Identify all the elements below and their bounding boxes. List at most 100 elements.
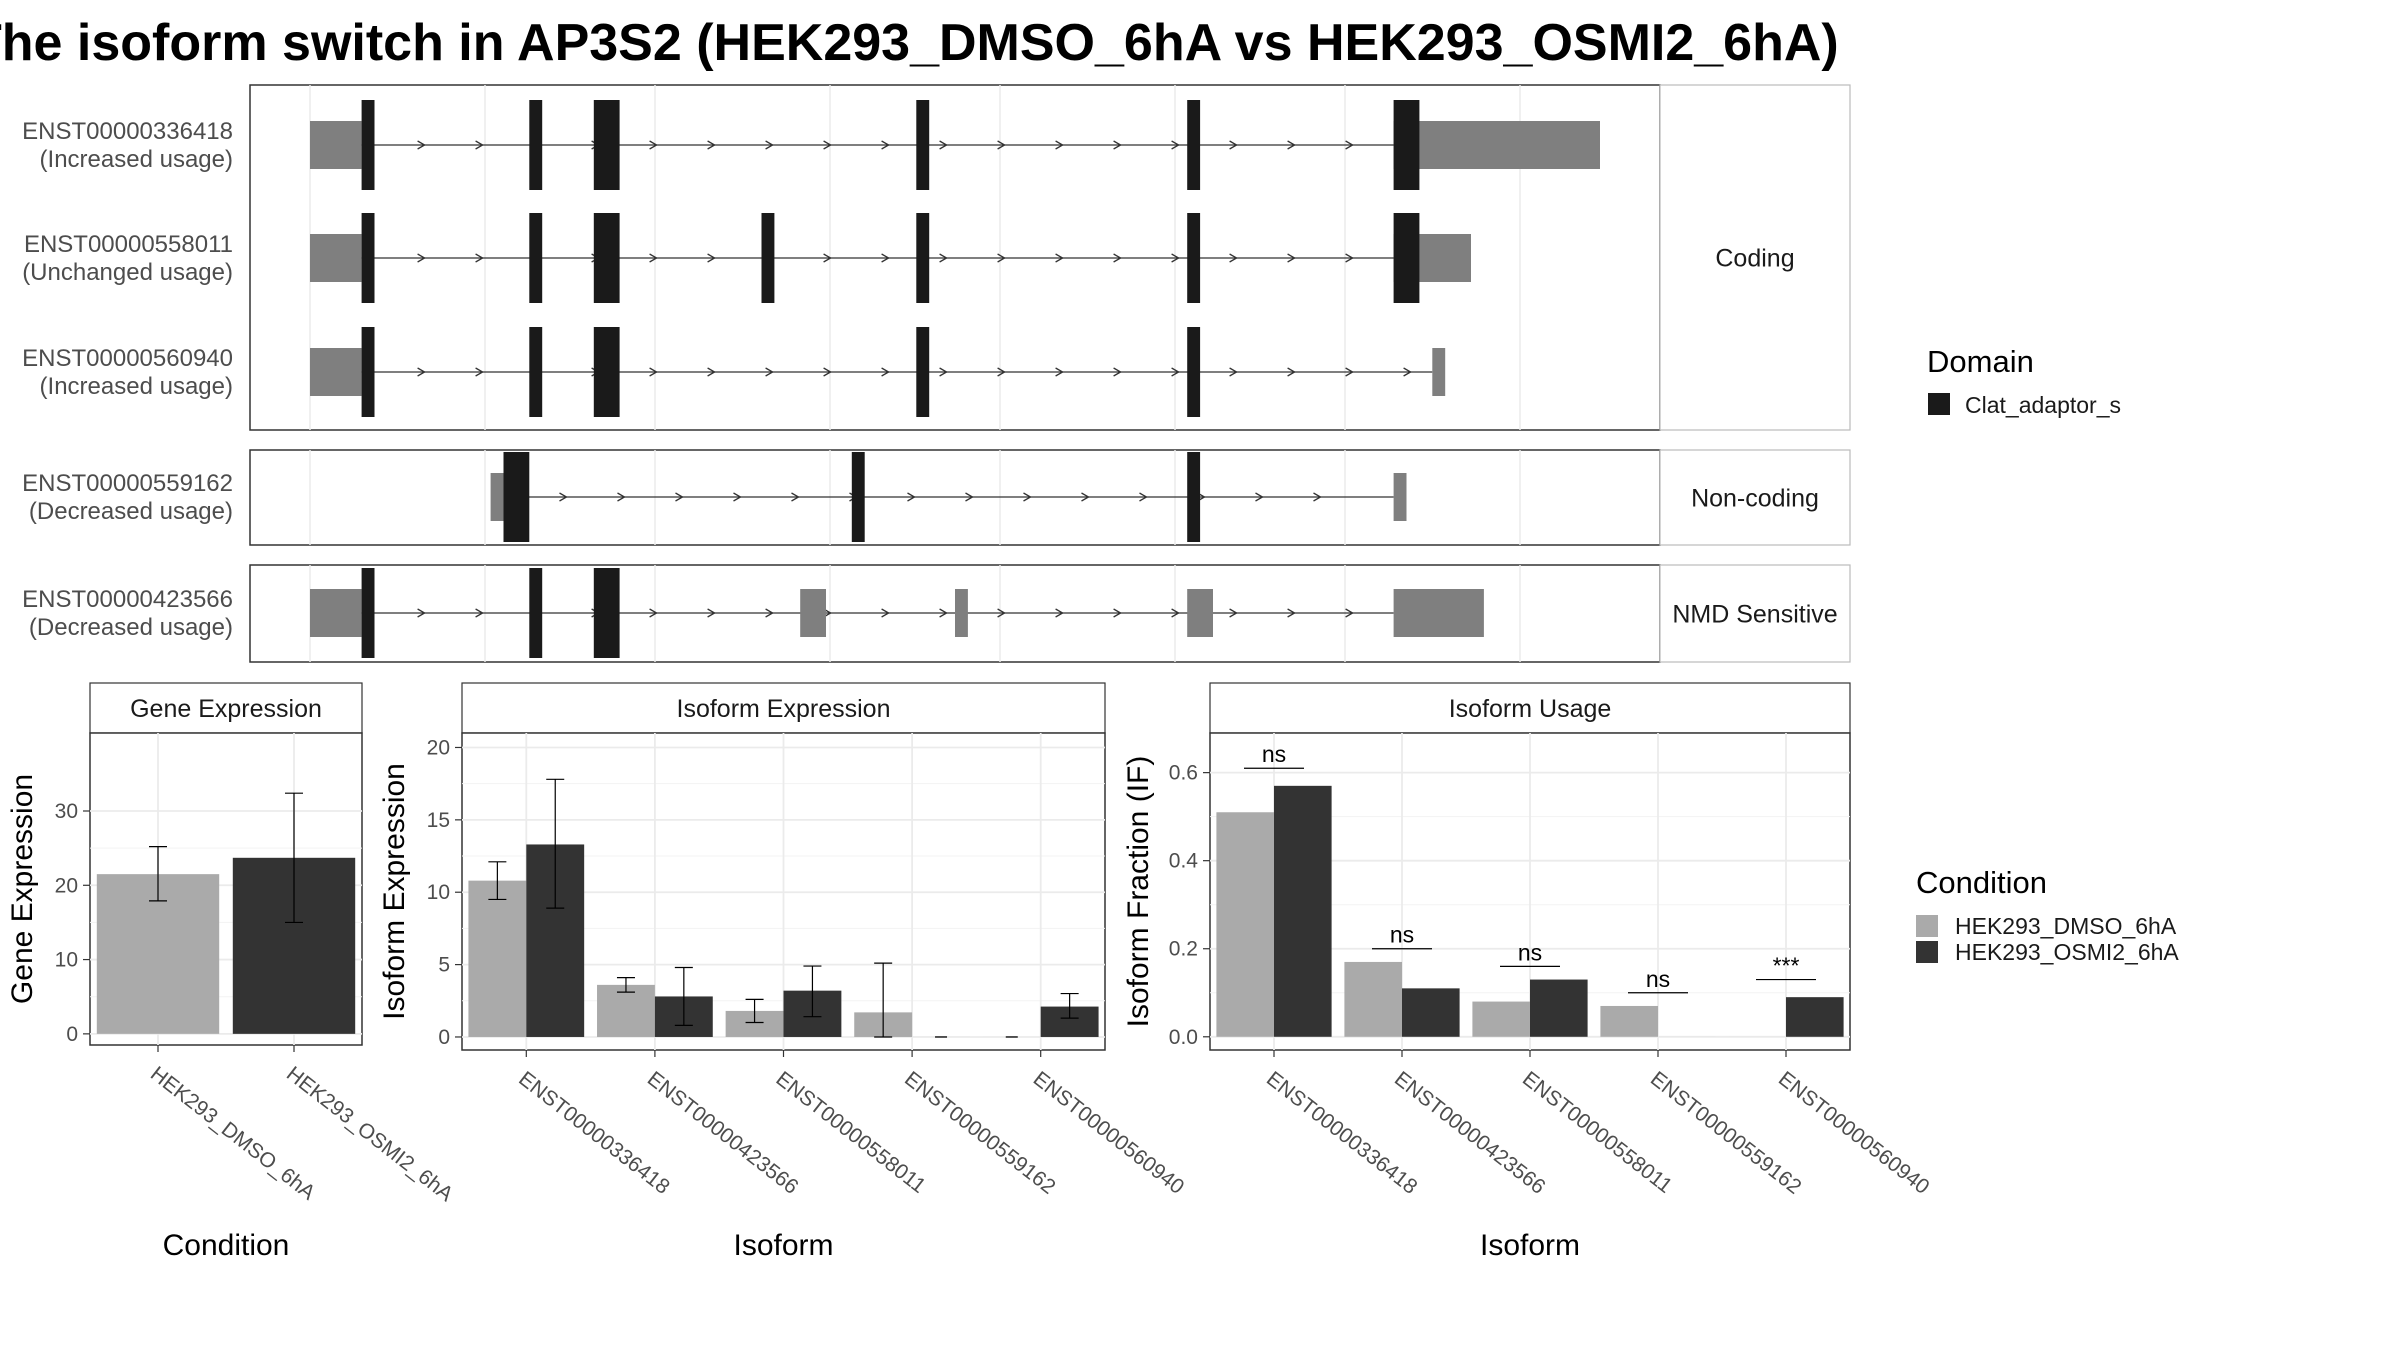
y-tick-label: 0.2 (1169, 938, 1198, 961)
significance-label: *** (1773, 953, 1800, 979)
exon-block (955, 589, 968, 637)
strand-arrow (1229, 253, 1238, 263)
facet-strip-label: Coding (1715, 245, 1794, 273)
domain-legend-label: Clat_adaptor_s (1965, 392, 2121, 418)
strand-arrow (997, 140, 1006, 150)
strand-arrow (649, 367, 658, 377)
strand-arrow (881, 253, 890, 263)
bar (1472, 1001, 1530, 1037)
exon-block (1393, 121, 1600, 169)
strand-arrow (417, 140, 426, 150)
domain-exon-block (593, 327, 620, 417)
strand-arrow (997, 367, 1006, 377)
y-tick-label: 30 (55, 800, 78, 823)
facet-strip (1659, 564, 1851, 663)
strand-arrow (1345, 608, 1354, 618)
exon-block (490, 473, 504, 521)
bar (1786, 997, 1844, 1037)
y-tick-label: 0 (66, 1023, 78, 1046)
domain-exon-block (361, 213, 375, 303)
transcript-usage-label: (Decreased usage) (29, 614, 233, 641)
strand-arrow (707, 367, 716, 377)
significance-label: ns (1390, 922, 1414, 948)
domain-legend-swatch (1928, 393, 1950, 415)
y-tick-label: 20 (55, 874, 78, 897)
domain-exon-block (361, 100, 375, 190)
strand-arrow (675, 492, 684, 502)
y-tick-label: 5 (438, 954, 450, 977)
isoform-usage-panel: Isoform Usage0.00.20.40.6nsnsnsns***ENST… (1122, 682, 1934, 1262)
transcript-usage-label: (Unchanged usage) (22, 259, 233, 286)
domain-exon-block (1187, 327, 1201, 417)
transcript-id-label: ENST00000423566 (22, 586, 233, 613)
transcript-id-label: ENST00000560940 (22, 345, 233, 372)
transcript-id-label: ENST00000336418 (22, 118, 233, 145)
legends: Domain Clat_adaptor_s Condition HEK293_DMSO… (1916, 344, 2179, 965)
strand-arrow (1229, 608, 1238, 618)
gene-structure-panel: Coding Non-coding NMD Sensitive ENST0000033… (22, 84, 1851, 663)
facet-strip (1659, 84, 1851, 431)
condition-legend-title: Condition (1916, 865, 2047, 900)
strand-arrow (1345, 140, 1354, 150)
domain-exon-block (1187, 452, 1201, 542)
strand-arrow (1113, 367, 1122, 377)
condition-legend-swatch (1916, 915, 1938, 937)
strand-arrow (1171, 253, 1180, 263)
domain-exon-block (1187, 213, 1201, 303)
domain-exon-block (593, 213, 620, 303)
strand-arrow (823, 140, 832, 150)
domain-legend-title: Domain (1927, 344, 2034, 379)
strand-arrow (997, 253, 1006, 263)
strand-arrow (1287, 608, 1296, 618)
significance-label: ns (1518, 939, 1542, 965)
exon-block (310, 348, 362, 396)
y-tick-label: 0.0 (1169, 1026, 1198, 1049)
y-tick-label: 10 (427, 881, 450, 904)
bar (1274, 785, 1332, 1037)
strand-arrow (1229, 140, 1238, 150)
domain-exon-block (593, 568, 620, 658)
y-axis-title: Gene Expression (6, 774, 39, 1004)
facet-strip-label: NMD Sensitive (1672, 601, 1837, 629)
domain-exon-block (1393, 100, 1420, 190)
strand-arrow (1113, 140, 1122, 150)
bar (1402, 988, 1460, 1037)
strand-arrow (1055, 140, 1064, 150)
exon-block (1393, 473, 1407, 521)
strand-arrow (707, 253, 716, 263)
panel-strip (89, 682, 363, 734)
strand-arrow (1287, 367, 1296, 377)
strand-arrow (881, 140, 890, 150)
transcript-usage-label: (Increased usage) (40, 146, 233, 173)
strand-arrow (475, 608, 484, 618)
strand-arrow (1139, 492, 1148, 502)
strand-arrow (939, 367, 948, 377)
strand-arrow (939, 253, 948, 263)
y-tick-label: 0.6 (1169, 762, 1198, 785)
significance-label: ns (1646, 966, 1670, 992)
strand-arrow (965, 492, 974, 502)
panel-strip (461, 682, 1106, 734)
strand-arrow (881, 608, 890, 618)
isoform-expression-panel: Isoform Expression05101520ENST0000033641… (378, 682, 1188, 1262)
y-tick-label: 0.4 (1169, 850, 1199, 873)
exon-block (1187, 589, 1213, 637)
exon-block (310, 234, 362, 282)
domain-exon-block (361, 568, 375, 658)
panel-strip (1209, 682, 1851, 734)
strand-arrow (559, 492, 568, 502)
strand-arrow (1055, 608, 1064, 618)
strand-arrow (649, 608, 658, 618)
strand-arrow (417, 253, 426, 263)
significance-label: ns (1262, 741, 1286, 767)
x-axis-title: Isoform (1480, 1229, 1580, 1262)
domain-exon-block (529, 327, 543, 417)
transcript-id-label: ENST00000558011 (24, 231, 233, 258)
bar (1530, 979, 1588, 1037)
bar (1600, 1005, 1658, 1037)
y-tick-label: 20 (427, 736, 450, 759)
strand-arrow (1229, 367, 1238, 377)
domain-exon-block (529, 213, 543, 303)
domain-exon-block (1187, 100, 1201, 190)
domain-exon-block (916, 327, 930, 417)
